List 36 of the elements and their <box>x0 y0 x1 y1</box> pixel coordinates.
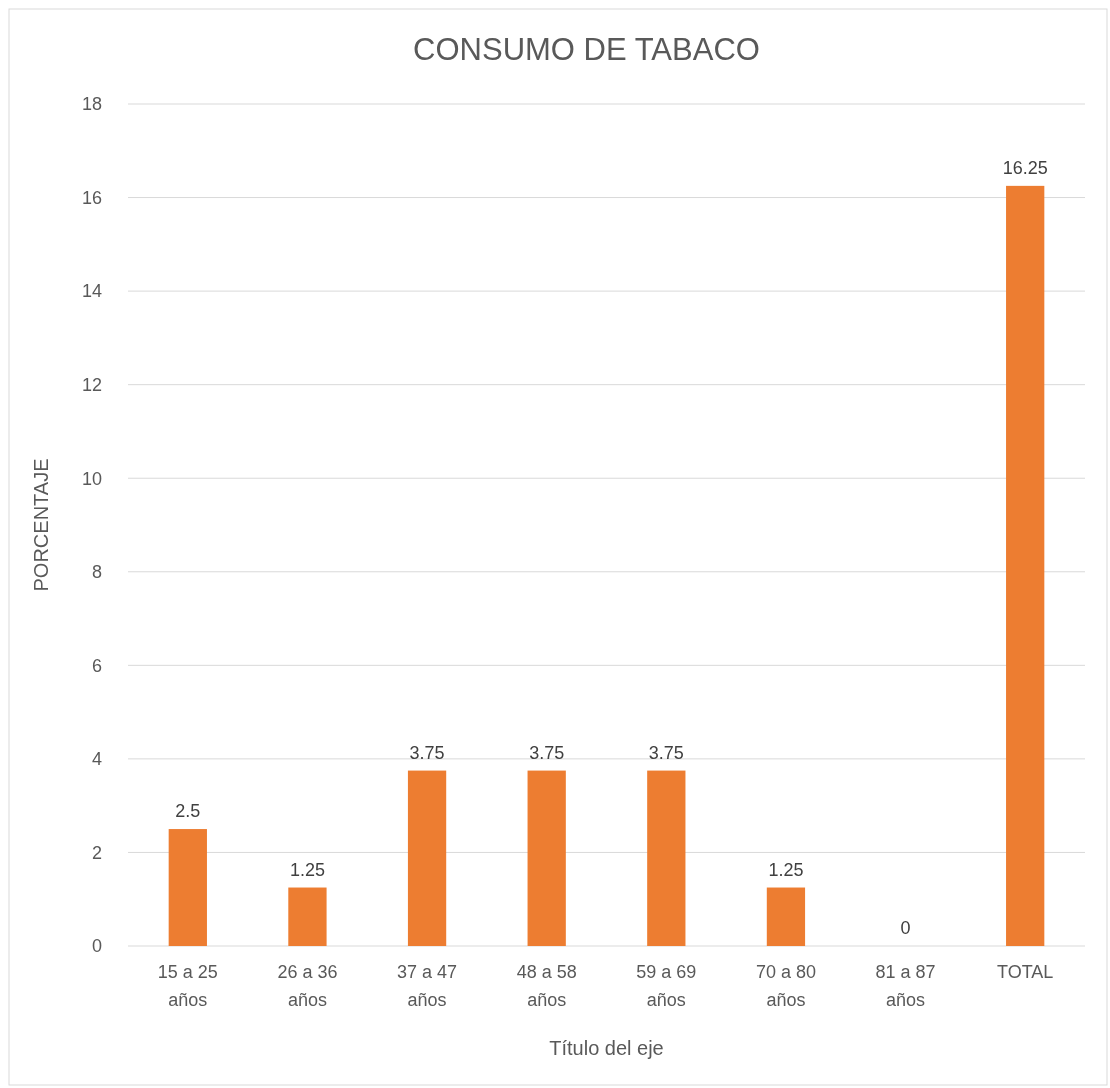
y-tick-label: 10 <box>81 468 102 489</box>
y-tick-label: 18 <box>81 94 102 115</box>
y-tick-label: 8 <box>91 562 102 583</box>
chart-title: CONSUMO DE TABACO <box>413 32 760 67</box>
bar <box>1006 185 1045 946</box>
x-tick-label: 59 a 69 años <box>636 962 697 1010</box>
data-label: 2.5 <box>175 801 201 822</box>
bar <box>168 829 207 946</box>
x-tick-label: 26 a 36 años <box>277 962 338 1010</box>
data-label: 16.25 <box>1002 157 1048 178</box>
bar <box>766 887 806 946</box>
x-tick-label: 81 a 87 años <box>875 962 936 1010</box>
y-tick-label: 14 <box>81 281 102 302</box>
y-tick-label: 16 <box>81 187 102 208</box>
y-axis-title: PORCENTAJE <box>30 458 52 592</box>
data-label: 1.25 <box>768 859 804 880</box>
x-axis-title: Título del eje <box>549 1037 664 1059</box>
y-tick-label: 12 <box>81 374 102 395</box>
y-tick-label: 6 <box>91 655 102 676</box>
x-tick-label: 70 a 80 años <box>755 962 816 1010</box>
y-tick-label: 2 <box>91 842 102 863</box>
x-tick-label: 15 a 25 años <box>157 962 218 1010</box>
y-tick-label: 0 <box>91 936 102 957</box>
bar <box>288 887 327 946</box>
x-tick-label: TOTAL <box>997 962 1054 982</box>
data-label: 0 <box>900 918 911 938</box>
bar <box>407 770 447 946</box>
x-tick-label: 37 a 47 años <box>397 962 458 1010</box>
data-label: 3.75 <box>409 742 445 763</box>
y-tick-label: 4 <box>91 749 102 770</box>
data-label: 3.75 <box>529 742 565 763</box>
bar <box>527 770 566 946</box>
data-label: 1.25 <box>289 859 325 880</box>
bar <box>647 770 686 946</box>
x-tick-label: 48 a 58 años <box>516 962 577 1010</box>
data-label: 3.75 <box>648 742 684 763</box>
